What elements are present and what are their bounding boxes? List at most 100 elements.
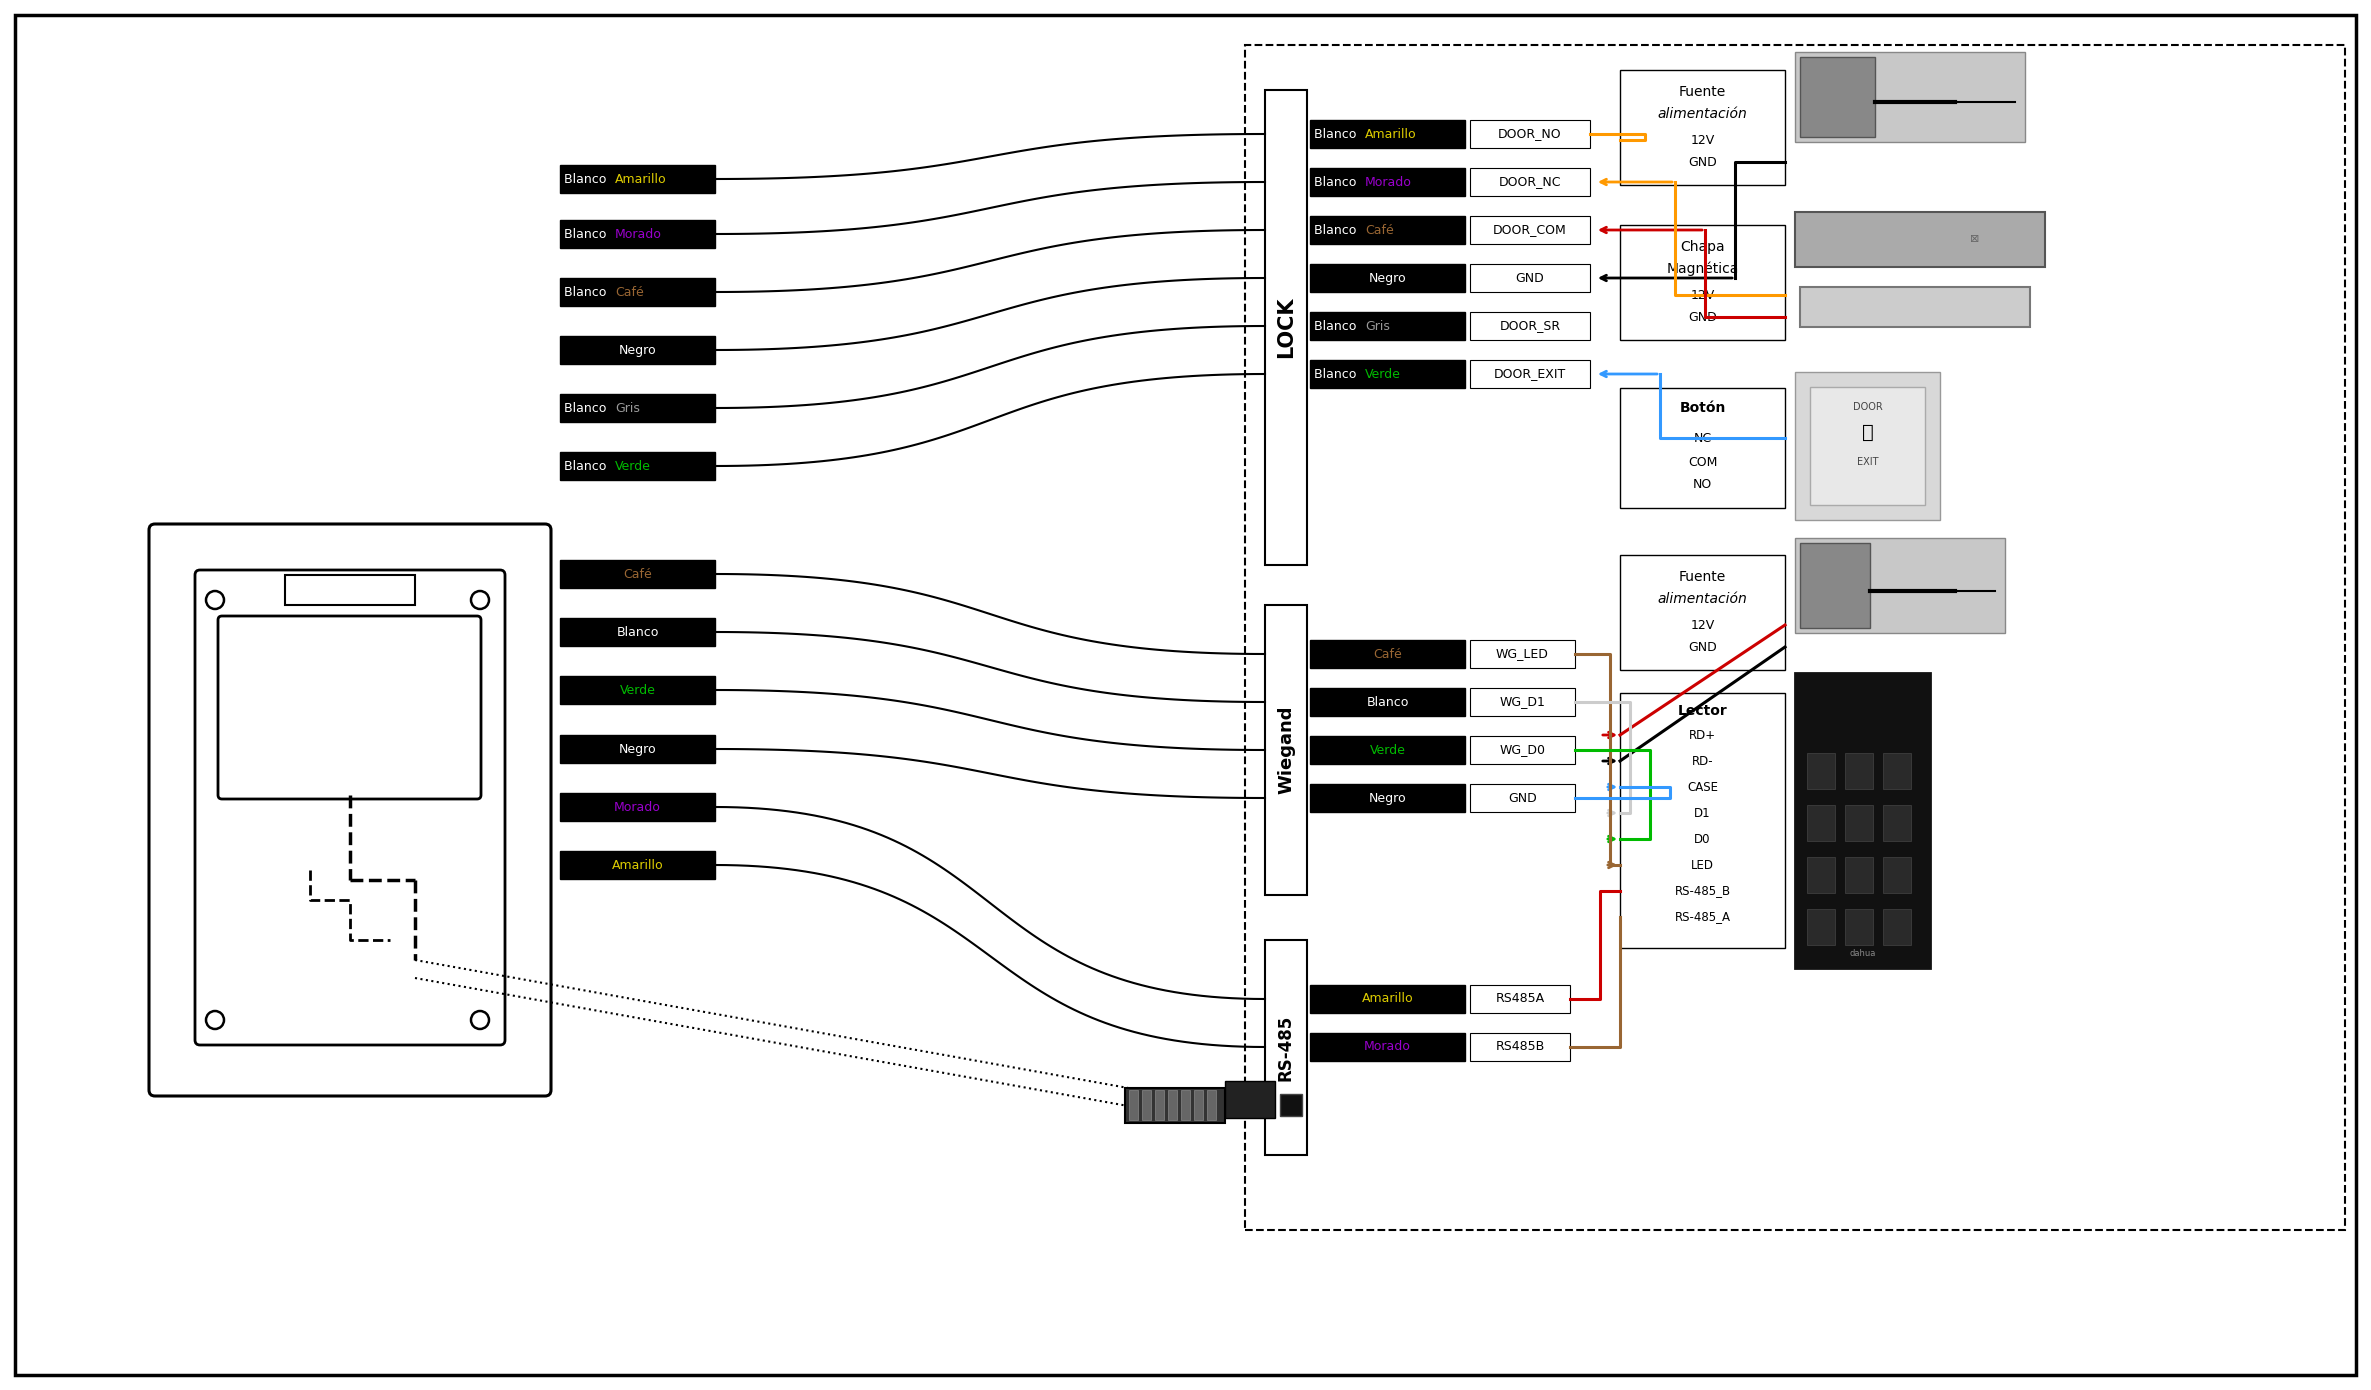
Text: Café: Café (1373, 648, 1401, 660)
Bar (1807, 753, 1835, 790)
Bar (1807, 805, 1835, 841)
Bar (1470, 784, 1574, 812)
Bar (1470, 639, 1574, 669)
Text: Lector: Lector (1679, 703, 1728, 719)
Bar (1619, 225, 1785, 341)
Text: EXIT: EXIT (1856, 457, 1878, 467)
Text: RS-485: RS-485 (1278, 1015, 1295, 1080)
Text: RD+: RD+ (1688, 728, 1717, 741)
Bar (1181, 1090, 1190, 1120)
Bar (1311, 215, 1465, 245)
Bar (1845, 805, 1873, 841)
Bar (1619, 694, 1785, 948)
Bar (1883, 909, 1911, 945)
Text: 12V: 12V (1691, 133, 1714, 146)
Bar (1470, 735, 1574, 765)
Bar (1169, 1090, 1176, 1120)
Text: alimentación: alimentación (1657, 592, 1747, 606)
Bar (560, 393, 716, 423)
Bar (1470, 360, 1591, 388)
Text: Gris: Gris (1366, 320, 1389, 332)
Bar (1470, 168, 1591, 196)
Text: Negro: Negro (619, 742, 657, 756)
Text: 12V: 12V (1691, 619, 1714, 631)
Text: Fuente: Fuente (1679, 570, 1726, 584)
Bar (1155, 1090, 1164, 1120)
Text: RS-485_A: RS-485_A (1674, 910, 1731, 923)
Bar (1124, 1088, 1226, 1123)
Text: NO: NO (1693, 478, 1712, 491)
Text: Verde: Verde (1370, 744, 1406, 756)
Text: LED: LED (1691, 859, 1714, 872)
Bar (1883, 753, 1911, 790)
Text: Fuente: Fuente (1679, 85, 1726, 99)
Bar (1266, 605, 1306, 895)
Text: 🔑: 🔑 (1861, 423, 1873, 442)
Text: Café: Café (1366, 224, 1394, 236)
Text: Blanco: Blanco (1314, 128, 1361, 140)
Bar (1470, 1033, 1570, 1061)
Bar (1311, 168, 1465, 196)
Text: WG_D0: WG_D0 (1498, 744, 1546, 756)
Bar (1470, 215, 1591, 245)
Text: Botón: Botón (1679, 400, 1726, 416)
Text: Blanco: Blanco (1314, 367, 1361, 381)
Text: DOOR: DOOR (1852, 402, 1883, 411)
Text: WG_D1: WG_D1 (1498, 695, 1546, 709)
Bar (1311, 264, 1465, 292)
Bar (1470, 311, 1591, 341)
Bar (1795, 373, 1939, 520)
Bar (1800, 286, 2030, 327)
Bar (1311, 639, 1465, 669)
Bar (1470, 986, 1570, 1013)
Text: WG_LED: WG_LED (1496, 648, 1548, 660)
FancyBboxPatch shape (149, 524, 550, 1095)
Bar (1845, 909, 1873, 945)
Bar (560, 676, 716, 703)
Text: Verde: Verde (614, 460, 652, 473)
FancyBboxPatch shape (218, 616, 481, 799)
Bar (1207, 1090, 1216, 1120)
Bar (1619, 555, 1785, 670)
Bar (560, 220, 716, 247)
Bar (1226, 1081, 1276, 1118)
Text: D0: D0 (1695, 833, 1712, 845)
Text: Blanco: Blanco (564, 285, 609, 299)
Text: 12V: 12V (1691, 289, 1714, 302)
Bar (1245, 44, 2345, 1230)
Bar (1266, 90, 1306, 564)
Text: Magnética: Magnética (1667, 261, 1738, 277)
Text: DOOR_EXIT: DOOR_EXIT (1494, 367, 1567, 381)
Text: RS-485_B: RS-485_B (1674, 884, 1731, 898)
Text: DOOR_NO: DOOR_NO (1498, 128, 1562, 140)
Text: DOOR_COM: DOOR_COM (1494, 224, 1567, 236)
Bar (1795, 538, 2006, 632)
Bar (560, 851, 716, 878)
Bar (1883, 858, 1911, 892)
Text: Blanco: Blanco (616, 626, 659, 638)
Text: ⊠: ⊠ (1970, 234, 1980, 245)
Bar (1311, 1033, 1465, 1061)
Bar (1311, 120, 1465, 147)
Text: dahua: dahua (1849, 948, 1875, 958)
Bar (1311, 986, 1465, 1013)
Bar (560, 278, 716, 306)
Bar (1795, 213, 2046, 267)
Text: GND: GND (1688, 156, 1717, 168)
Text: Amarillo: Amarillo (1361, 992, 1413, 1005)
Bar (1470, 688, 1574, 716)
Text: RS485B: RS485B (1496, 1041, 1544, 1054)
Text: Gris: Gris (614, 402, 640, 414)
Bar (560, 165, 716, 193)
Bar (1807, 858, 1835, 892)
Text: Blanco: Blanco (564, 402, 609, 414)
Text: Morado: Morado (614, 801, 662, 813)
Text: Blanco: Blanco (564, 460, 609, 473)
Bar (1795, 673, 1930, 967)
Bar (285, 575, 415, 605)
Text: DOOR_SR: DOOR_SR (1498, 320, 1560, 332)
Bar (1470, 264, 1591, 292)
Bar (1311, 784, 1465, 812)
Text: GND: GND (1515, 271, 1544, 285)
Text: Amarillo: Amarillo (612, 859, 664, 872)
